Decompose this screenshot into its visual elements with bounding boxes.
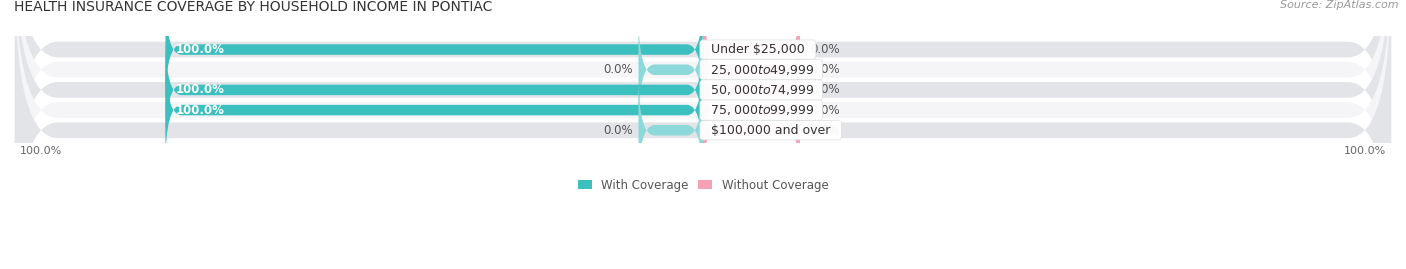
- Legend: With Coverage, Without Coverage: With Coverage, Without Coverage: [572, 174, 834, 196]
- Text: 0.0%: 0.0%: [603, 63, 633, 76]
- FancyBboxPatch shape: [703, 15, 800, 125]
- Text: 100.0%: 100.0%: [176, 43, 225, 56]
- Text: $50,000 to $74,999: $50,000 to $74,999: [703, 83, 820, 97]
- Text: 0.0%: 0.0%: [810, 124, 841, 137]
- Text: HEALTH INSURANCE COVERAGE BY HOUSEHOLD INCOME IN PONTIAC: HEALTH INSURANCE COVERAGE BY HOUSEHOLD I…: [14, 0, 492, 14]
- FancyBboxPatch shape: [703, 35, 800, 145]
- FancyBboxPatch shape: [15, 0, 1391, 243]
- FancyBboxPatch shape: [15, 0, 1391, 269]
- Text: $25,000 to $49,999: $25,000 to $49,999: [703, 63, 820, 77]
- FancyBboxPatch shape: [166, 0, 703, 105]
- FancyBboxPatch shape: [638, 75, 703, 186]
- Text: 0.0%: 0.0%: [810, 83, 841, 96]
- FancyBboxPatch shape: [15, 0, 1391, 264]
- Text: $100,000 and over: $100,000 and over: [703, 124, 838, 137]
- Text: 0.0%: 0.0%: [810, 104, 841, 116]
- FancyBboxPatch shape: [15, 0, 1391, 203]
- FancyBboxPatch shape: [638, 15, 703, 125]
- Text: 100.0%: 100.0%: [176, 83, 225, 96]
- Text: Under $25,000: Under $25,000: [703, 43, 813, 56]
- Text: 100.0%: 100.0%: [20, 146, 62, 156]
- Text: Source: ZipAtlas.com: Source: ZipAtlas.com: [1281, 0, 1399, 10]
- Text: 0.0%: 0.0%: [810, 43, 841, 56]
- FancyBboxPatch shape: [166, 55, 703, 165]
- FancyBboxPatch shape: [703, 55, 800, 165]
- Text: 0.0%: 0.0%: [603, 124, 633, 137]
- Text: 100.0%: 100.0%: [176, 104, 225, 116]
- Text: 100.0%: 100.0%: [1344, 146, 1386, 156]
- FancyBboxPatch shape: [15, 0, 1391, 223]
- Text: 0.0%: 0.0%: [810, 63, 841, 76]
- FancyBboxPatch shape: [703, 75, 800, 186]
- Text: $75,000 to $99,999: $75,000 to $99,999: [703, 103, 820, 117]
- FancyBboxPatch shape: [166, 35, 703, 145]
- FancyBboxPatch shape: [703, 0, 800, 105]
